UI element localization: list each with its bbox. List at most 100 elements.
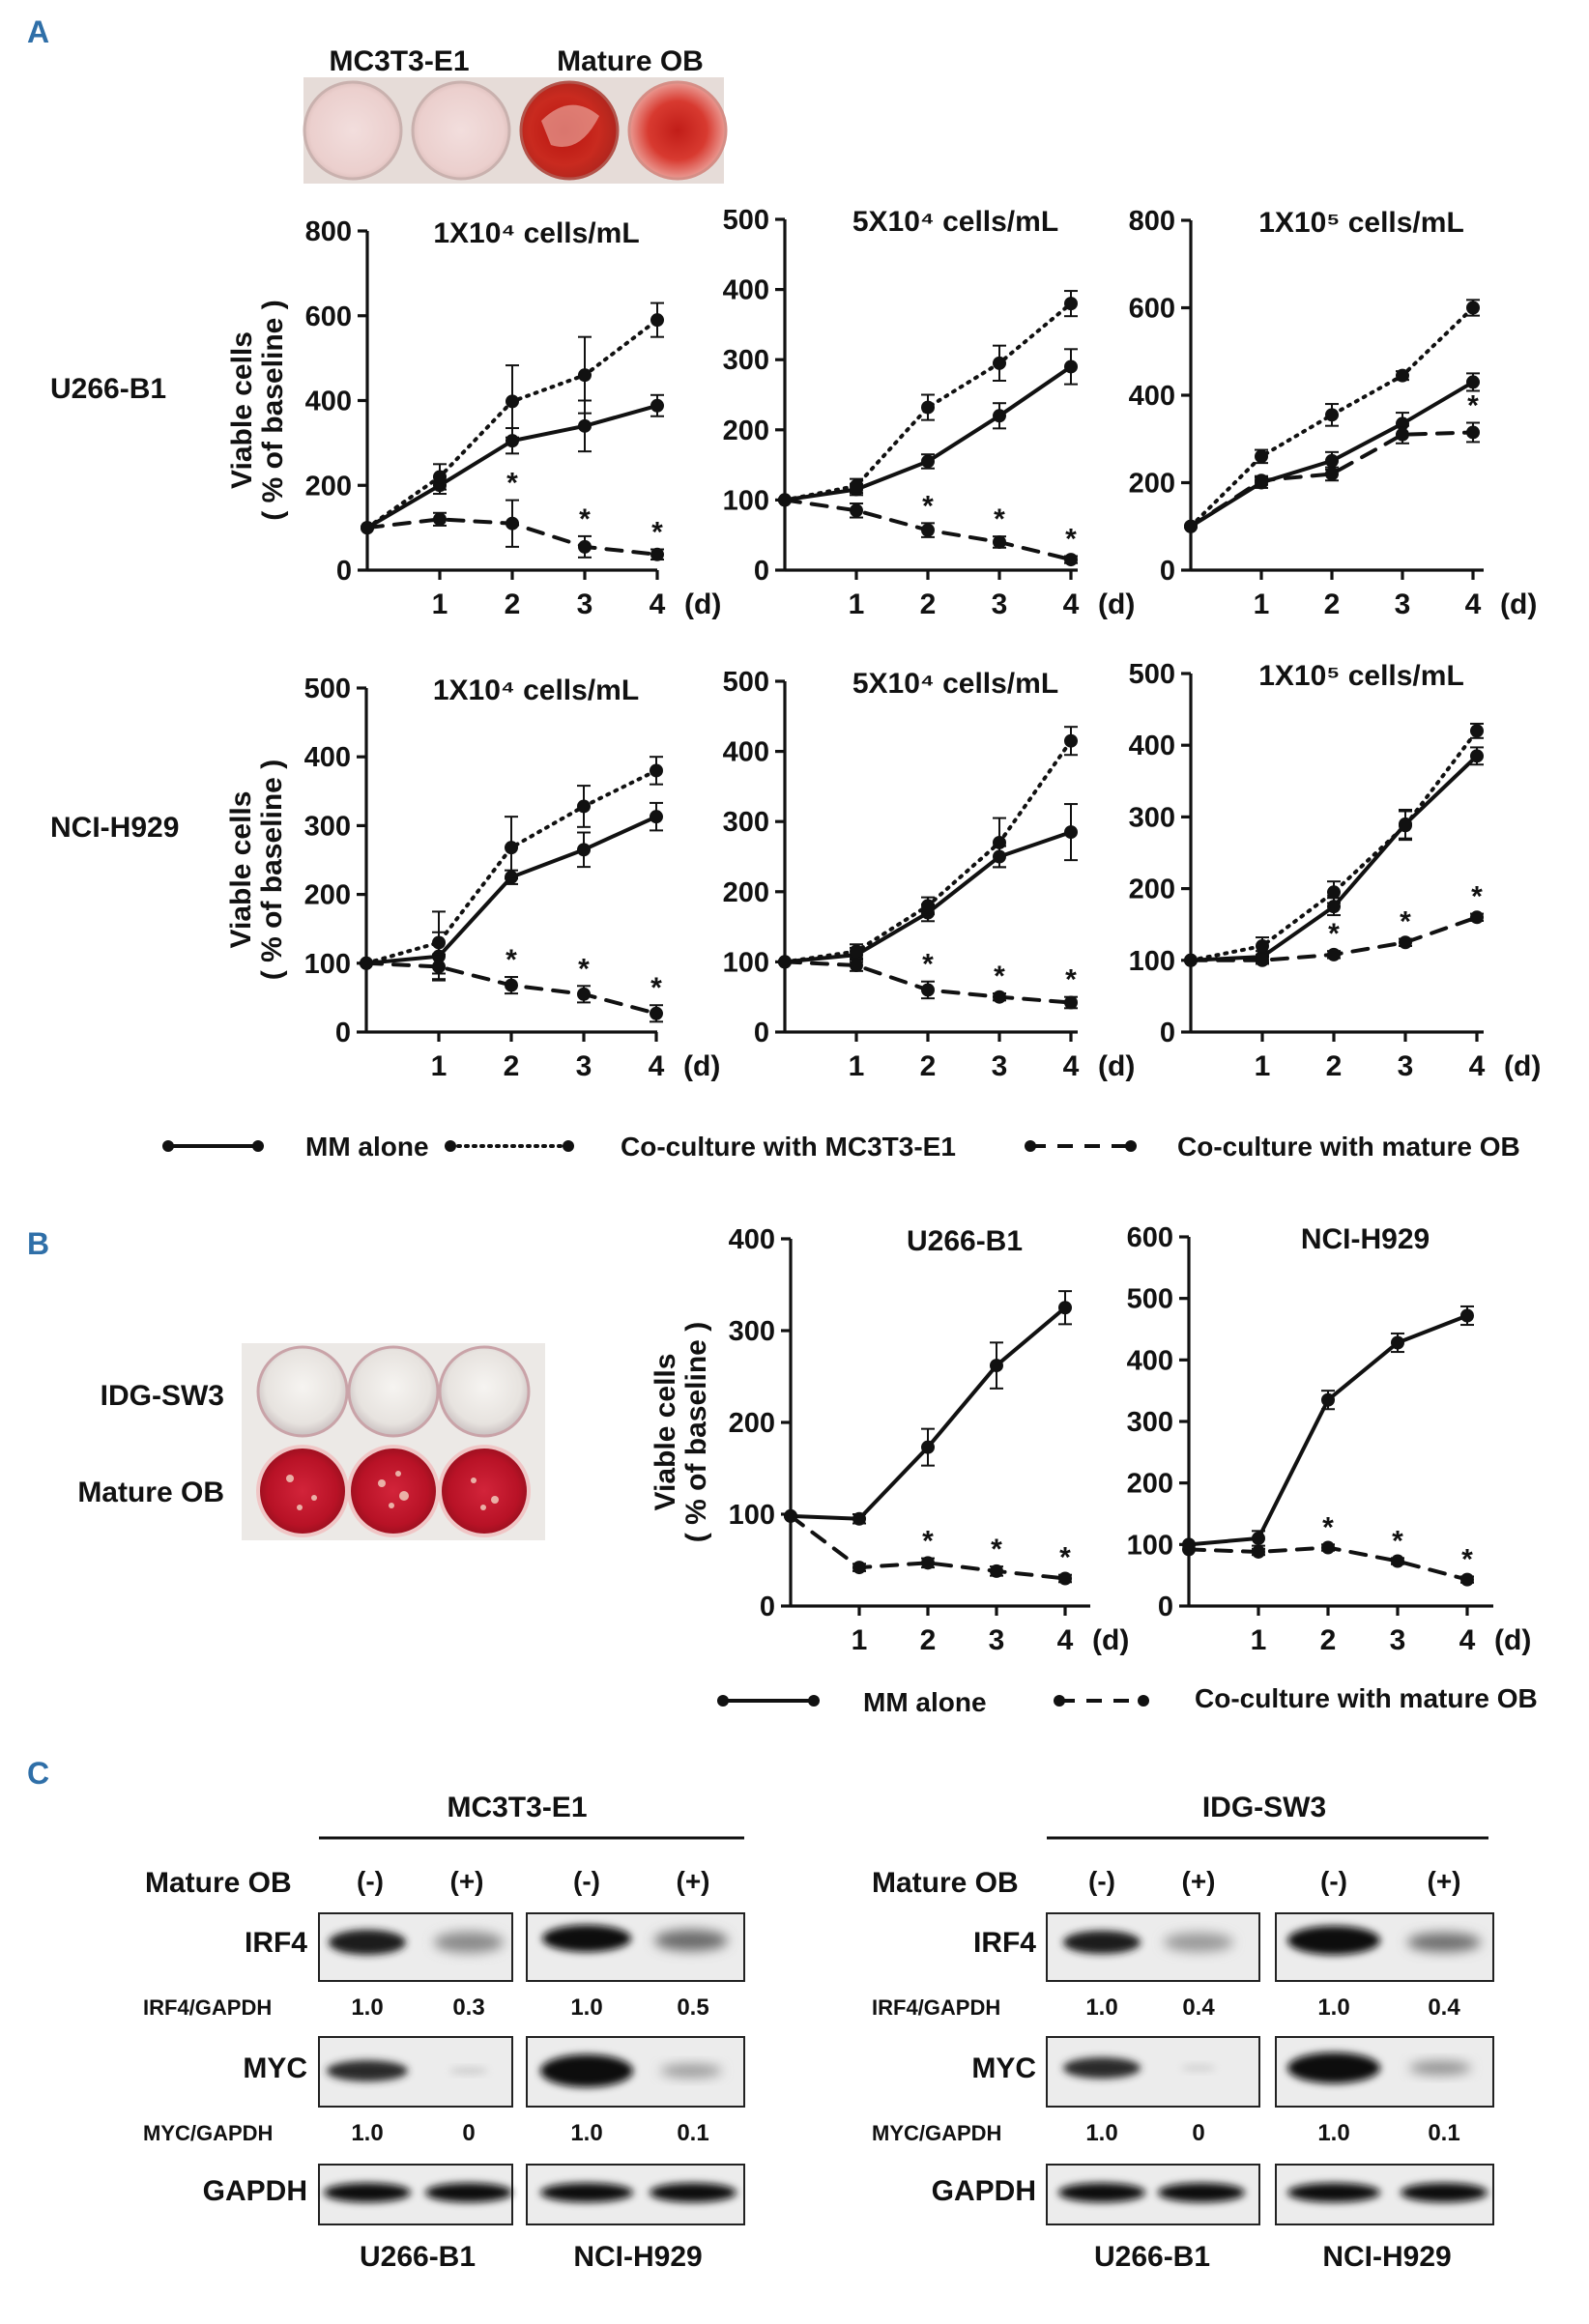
wb-left-irf4-band-2 [434,1932,504,1953]
x-unit-label: (d) [1494,1624,1531,1656]
chart-h929-1e4: 0 100 200 300 400 500 1 2 3 4 (d) 1X10⁴ cells/mL Via… [225,674,720,1082]
data-point-solid [650,398,664,413]
y-tick-label: 600 [1129,294,1175,325]
chart-b-h929: 0 100 200 300 400 500 600 1 2 3 4 (d) NCI-H929 * * * [1127,1222,1532,1656]
data-point-dashed [1064,995,1078,1010]
series-line-dashed [789,1513,1067,1581]
data-point-dashed [1064,553,1078,567]
wb-left-sign-1: (-) [357,1866,384,1896]
data-point-dashed [1058,1571,1072,1586]
wb-right-irf4-band-4 [1407,1933,1481,1952]
y-tick-label: 200 [1129,469,1175,500]
wb-left-myc-label: MYC [243,2052,307,2084]
data-point-dashed [778,955,792,969]
x-tick-label: 1 [1255,1050,1271,1082]
wb-left-irf4-ratio-label: IRF4/GAPDH [143,1995,272,2020]
chart-u266-1e4: 0 200 400 600 800 1 2 3 4 (d) 1X10⁴ cells/mL Viable… [226,216,721,620]
data-point-solid [1470,749,1484,763]
significance-asterisk: * [578,953,590,985]
data-point-dashed [1399,935,1412,950]
data-point-dashed [993,990,1006,1004]
legend-a-dashed-end [1125,1140,1137,1152]
wb-right-myc-value-1: 1.0 [1085,2120,1117,2146]
chart-u266-1e5: 0 200 400 600 800 1 2 3 4 (d) 1X10⁵ cells/mL * [1129,206,1538,620]
significance-asterisk: * [650,972,662,1004]
wb-left-gapdh-band-4 [650,2183,737,2202]
wb-right-myc-band-1 [1063,2057,1141,2079]
x-tick-label: 3 [1390,1624,1406,1656]
data-point-dashed [433,512,447,527]
data-point-dashed [1470,910,1484,925]
y-axis-label-unit: ( % of baseline ) [256,760,288,980]
x-unit-label: (d) [1098,1050,1135,1082]
data-point-dotted [650,763,663,778]
y-tick-label: 100 [304,949,351,980]
data-point-dotted [921,400,935,415]
data-point-dotted [1470,724,1484,738]
wb-left-sign-3: (-) [573,1866,600,1896]
data-point-dashed [432,960,446,974]
data-point-dotted [1327,885,1341,900]
panel-b-plate-photo: IDG-SW3 Mature OB [77,1343,545,1540]
significance-asterisk: * [1328,918,1340,950]
x-unit-label: (d) [1092,1624,1129,1656]
significance-asterisk: * [991,1534,1002,1565]
x-tick-label: 3 [1395,588,1411,620]
x-tick-label: 4 [1057,1624,1074,1656]
data-point-dashed [650,1006,663,1020]
y-tick-label: 300 [1127,1407,1173,1438]
wb-left-gapdh-band-3 [540,2183,633,2202]
y-tick-label: 800 [1129,206,1175,237]
significance-asterisk: * [579,503,591,535]
data-point-dashed [850,503,863,518]
y-tick-label: 300 [723,345,769,376]
data-point-dashed [361,521,374,535]
data-point-dashed [360,956,373,970]
y-tick-label: 0 [335,1018,351,1048]
wb-left-bottom-label-2: NCI-H929 [573,2241,702,2273]
significance-asterisk: * [506,944,517,976]
legend-a-dashed-start [1025,1140,1036,1152]
x-unit-label: (d) [683,1050,720,1082]
data-point-solid [577,843,591,857]
y-axis-label: Viable cells [226,331,258,489]
x-unit-label: (d) [1500,588,1537,620]
x-tick-label: 3 [992,588,1008,620]
well-mature-ob-1-highlight [541,104,599,147]
data-point-solid [650,810,663,824]
well-mc3t3-2 [411,80,511,181]
data-point-dashed [1321,1540,1335,1555]
data-point-solid [1460,1308,1474,1323]
legend-a-dotted-start [445,1140,456,1152]
x-tick-label: 1 [852,1624,868,1656]
x-tick-label: 1 [849,588,865,620]
data-point-dotted [921,899,935,913]
significance-asterisk: * [651,517,663,549]
y-tick-label: 500 [304,674,351,704]
data-point-dotted [505,841,518,855]
wb-left-myc-ratio-label: MYC/GAPDH [143,2121,273,2145]
y-tick-label: 200 [305,471,352,502]
x-tick-label: 4 [1469,1050,1486,1082]
data-point-dotted [506,394,519,409]
data-point-solid [990,1359,1003,1373]
x-tick-label: 3 [576,1050,592,1082]
data-point-dashed [1256,953,1269,967]
x-tick-label: 2 [1326,1050,1343,1082]
x-tick-label: 1 [849,1050,865,1082]
wb-left-myc-band-2 [449,2067,488,2075]
data-point-dashed [921,523,935,537]
chart-title: NCI-H929 [1301,1223,1430,1255]
data-point-dashed [1327,947,1341,961]
x-tick-label: 4 [1063,588,1080,620]
wb-left-irf4-value-1: 1.0 [351,1994,383,2021]
legend-b-solid-end [808,1695,820,1707]
wb-right-myc-value-2: 0 [1192,2120,1204,2146]
wb-right-irf4-ratio-label: IRF4/GAPDH [872,1995,1000,2020]
data-point-dashed [577,987,591,1001]
data-point-dotted [1466,301,1480,315]
legend-a-mc3t3: Co-culture with MC3T3-E1 [621,1132,956,1162]
x-tick-label: 4 [1459,1624,1476,1656]
wb-right-gapdh-band-2 [1158,2183,1245,2202]
